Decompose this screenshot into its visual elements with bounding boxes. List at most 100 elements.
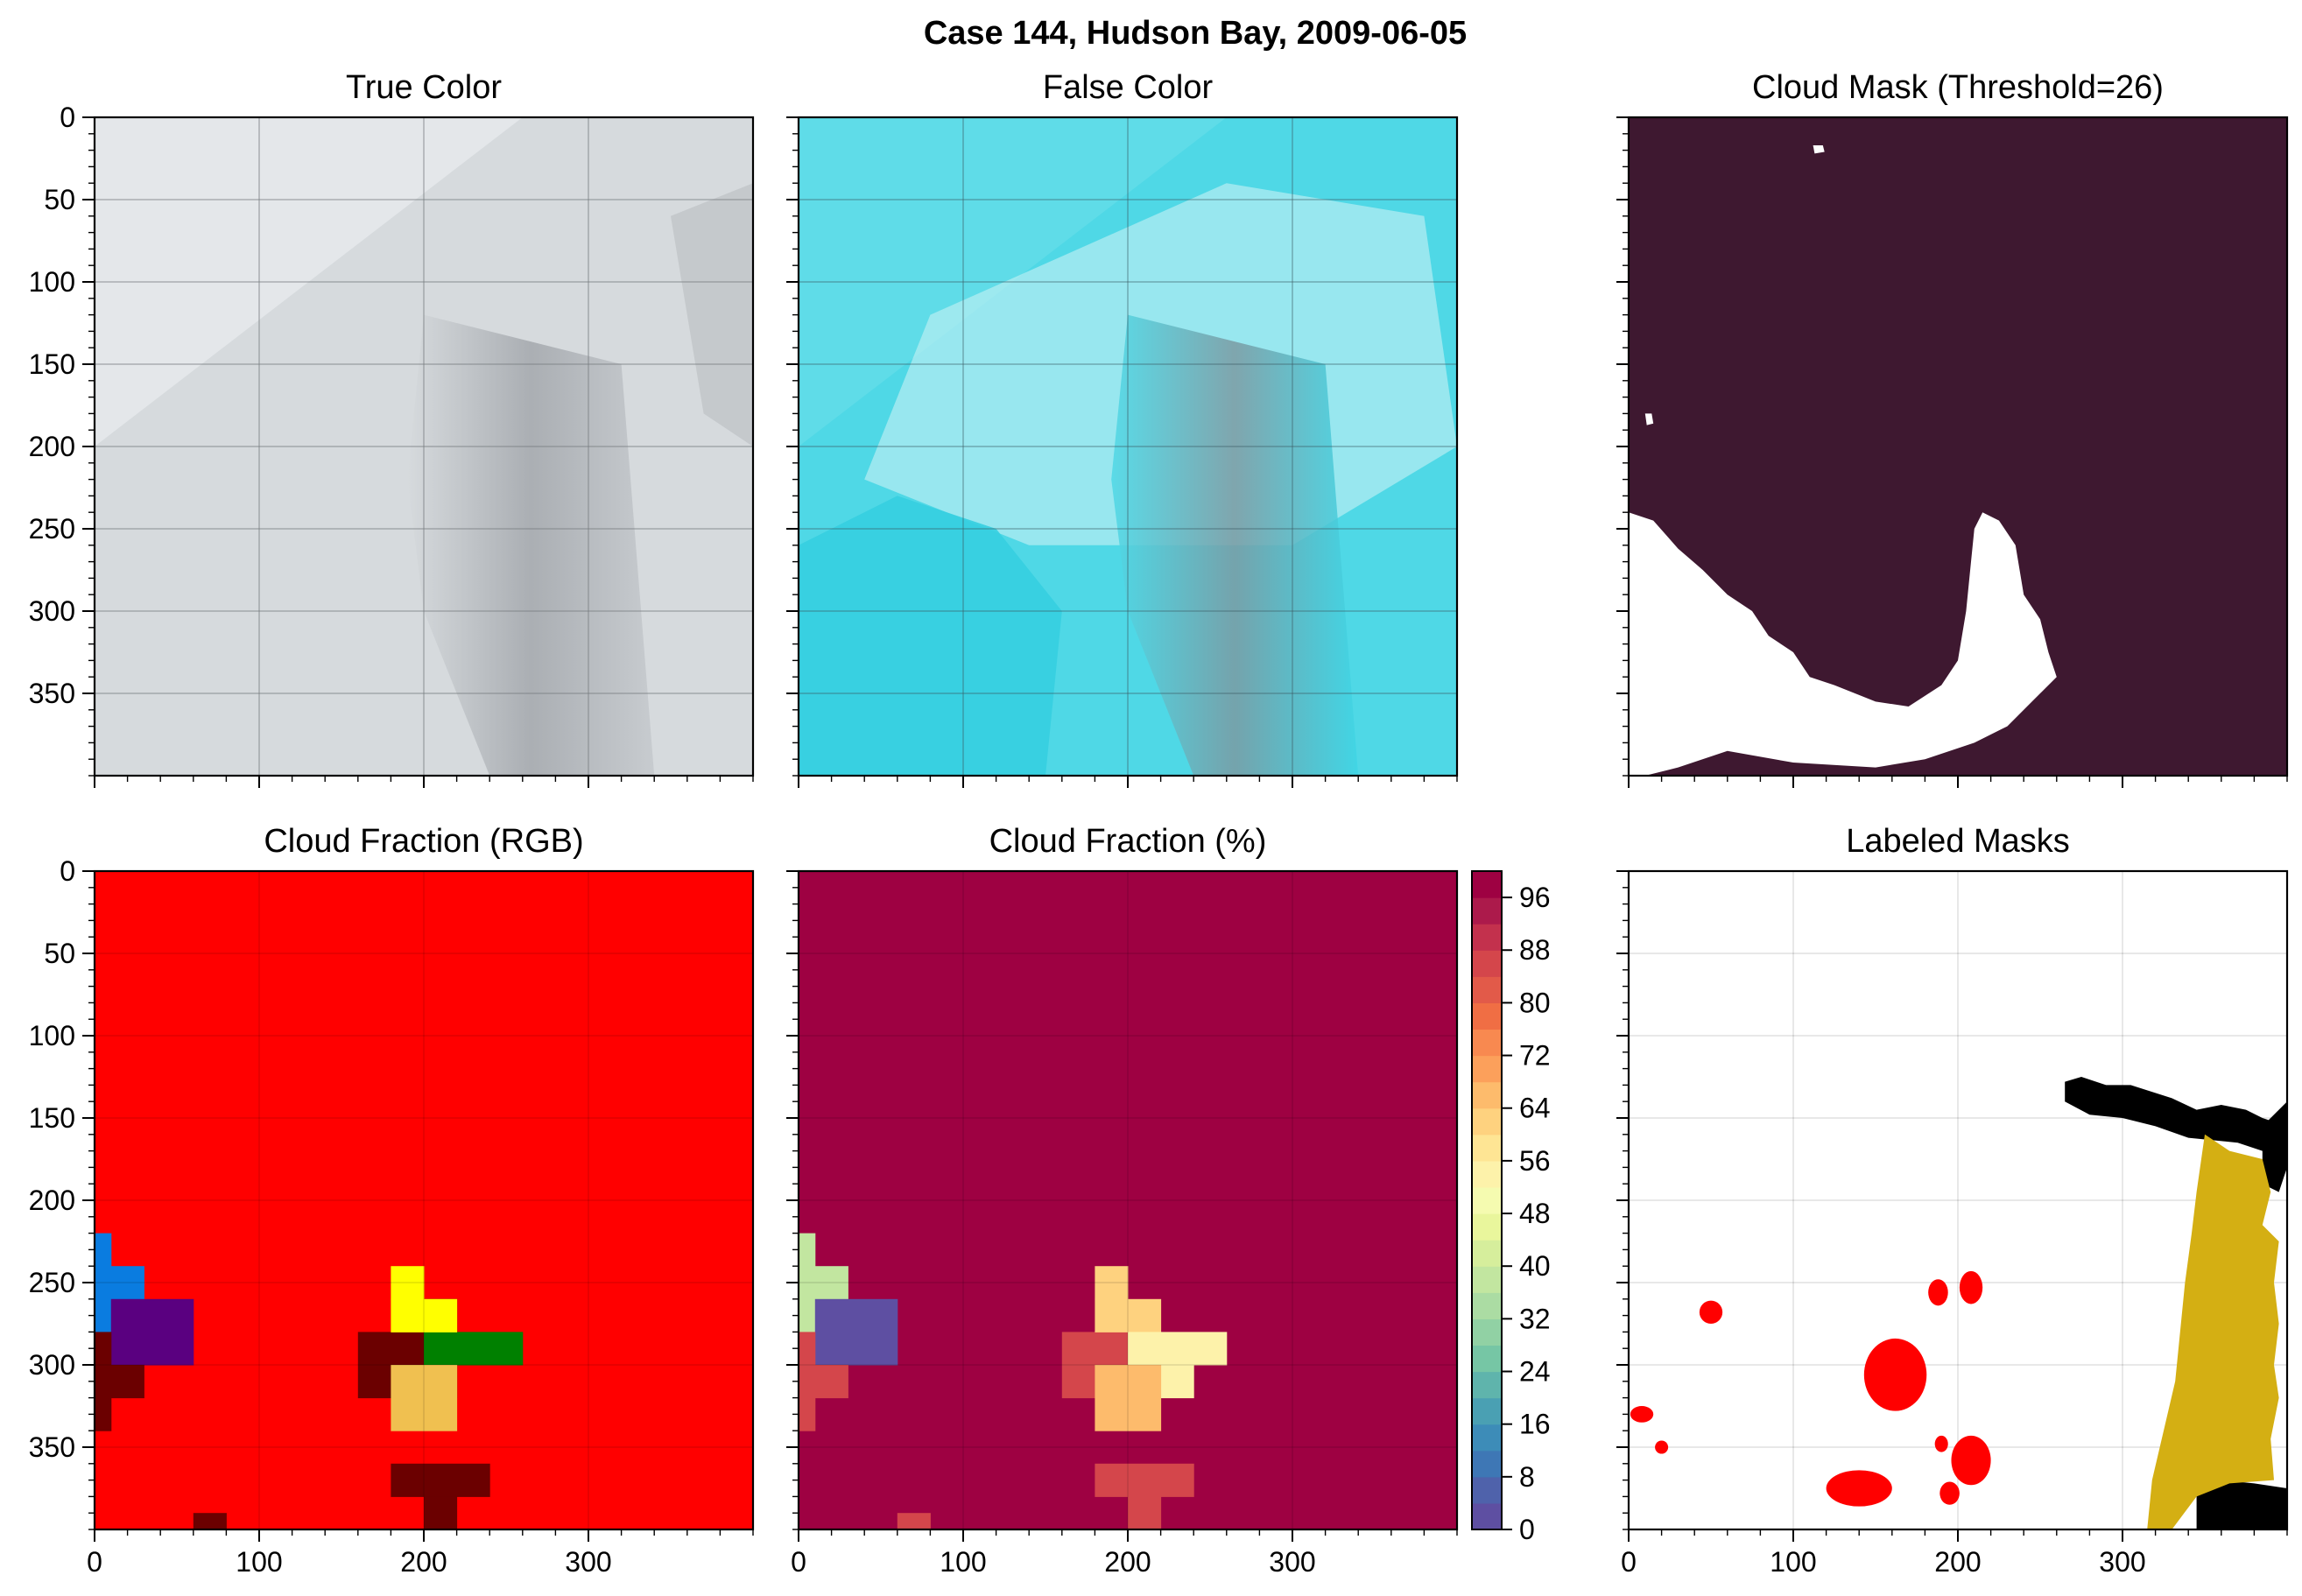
fraction-cell [1095, 1365, 1162, 1431]
dark-cloud-region [407, 314, 655, 776]
colorbar-segment [1472, 1213, 1502, 1241]
x-tick-label: 200 [400, 1546, 447, 1578]
mask-region-small-left [1644, 413, 1654, 425]
panel-true-color: 0 50 100 150 200 250 300 350 [29, 102, 755, 788]
colorbar-tick-label: 0 [1519, 1514, 1535, 1545]
x-tick-label: 300 [565, 1546, 611, 1578]
colorbar-segment [1472, 871, 1502, 898]
panel-title-true-color: True Color [346, 69, 502, 106]
colorbar-segment [1472, 1240, 1502, 1267]
colorbar-tick-label: 40 [1519, 1250, 1551, 1282]
y-tick-label: 350 [29, 678, 75, 709]
label-region-red-d [1863, 1338, 1927, 1411]
fraction-cell [1128, 1496, 1162, 1529]
fraction-cell [110, 1298, 194, 1366]
label-region-red-c [1655, 1440, 1669, 1454]
colorbar-segment [1472, 1318, 1502, 1346]
colorbar-tick-label: 8 [1519, 1461, 1535, 1493]
label-region-gold-right [2147, 1134, 2279, 1529]
panel-title-labeled-masks: Labeled Masks [1846, 823, 2070, 860]
fraction-cell [110, 1365, 144, 1399]
fraction-cell [897, 1513, 931, 1529]
panel-title-cloud-fraction-rgb: Cloud Fraction (RGB) [264, 823, 583, 860]
fraction-cell [1160, 1332, 1228, 1366]
fraction-cell [814, 1298, 898, 1366]
mask-region-small-top [1813, 145, 1825, 154]
fraction-cell [814, 1365, 848, 1399]
colorbar-tick-label: 56 [1519, 1145, 1551, 1177]
colorbar-segment [1472, 1081, 1502, 1109]
figure-title: Case 144, Hudson Bay, 2009-06-05 [924, 15, 1467, 52]
fraction-cell [95, 1233, 112, 1332]
label-region-black-top [2065, 1077, 2287, 1168]
y-tick-label: 150 [29, 1102, 75, 1134]
colorbar-segment [1472, 1186, 1502, 1214]
y-tick-label: 100 [29, 266, 75, 298]
label-region-black-right [2262, 1101, 2287, 1192]
y-tick-label: 250 [29, 1267, 75, 1298]
label-region-red-i [1951, 1435, 1991, 1486]
colorbar-segment [1472, 1134, 1502, 1162]
label-region-red-f [1928, 1279, 1948, 1306]
fraction-cell [1095, 1298, 1129, 1332]
x-tick-label: 100 [940, 1546, 986, 1578]
fraction-cell [391, 1365, 458, 1431]
colorbar-segment [1472, 1160, 1502, 1188]
y-tick-label: 350 [29, 1431, 75, 1463]
label-region-red-h [1939, 1481, 1960, 1505]
colorbar: 0 8 16 24 32 40 48 56 64 72 80 88 96 [1471, 870, 1551, 1545]
panel-cloud-fraction-rgb: 0 50 100 150 200 250 300 350 0 100 200 300 [29, 855, 755, 1578]
x-tick-label: 200 [1104, 1546, 1151, 1578]
y-tick-label: 0 [60, 855, 75, 887]
label-region-red-b [1630, 1406, 1654, 1423]
colorbar-segment [1472, 1371, 1502, 1399]
fraction-cell [1095, 1463, 1194, 1497]
x-tick-label: 0 [87, 1546, 102, 1578]
colorbar-segment [1472, 924, 1502, 951]
x-tick-label: 100 [1770, 1546, 1816, 1578]
dark-cloud-region [1111, 314, 1359, 776]
label-region-red-e [1826, 1470, 1892, 1507]
colorbar-tick-label: 96 [1519, 882, 1551, 913]
y-tick-label: 300 [29, 595, 75, 627]
y-tick-label: 200 [29, 431, 75, 462]
panel-false-color [786, 116, 1459, 788]
colorbar-tick-label: 24 [1519, 1356, 1551, 1388]
fraction-cell [424, 1298, 458, 1332]
y-tick-label: 300 [29, 1349, 75, 1381]
fraction-cell [391, 1298, 425, 1332]
colorbar-tick-label: 80 [1519, 987, 1551, 1018]
colorbar-tick-label: 16 [1519, 1409, 1551, 1440]
fraction-cell [391, 1463, 490, 1497]
fraction-cell [193, 1513, 227, 1529]
fraction-cell [1095, 1266, 1129, 1300]
fraction-cell [799, 1332, 816, 1431]
label-region-red-g [1959, 1270, 1983, 1304]
x-tick-label: 0 [1621, 1546, 1637, 1578]
panel-title-false-color: False Color [1043, 69, 1214, 106]
colorbar-segment [1472, 1476, 1502, 1504]
label-region-red-j [1934, 1435, 1948, 1452]
y-tick-label: 150 [29, 348, 75, 380]
x-tick-label: 200 [1934, 1546, 1981, 1578]
colorbar-segment [1472, 1397, 1502, 1425]
label-region-black-bottom [2196, 1480, 2287, 1529]
x-tick-label: 300 [1269, 1546, 1315, 1578]
fraction-cell [456, 1332, 524, 1366]
panel-title-cloud-mask: Cloud Mask (Threshold=26) [1752, 69, 2164, 106]
x-tick-label: 100 [236, 1546, 282, 1578]
y-tick-label: 200 [29, 1185, 75, 1216]
colorbar-segment [1472, 1002, 1502, 1030]
colorbar-segment [1472, 1292, 1502, 1319]
panel-labeled-masks: 0 100 200 300 [1616, 869, 2289, 1578]
fraction-cell [391, 1266, 425, 1300]
colorbar-tick-label: 48 [1519, 1198, 1551, 1229]
dark-cloud-region-right [671, 183, 753, 446]
fraction-cell [1128, 1298, 1162, 1332]
y-tick-label: 250 [29, 513, 75, 545]
colorbar-tick-label: 72 [1519, 1040, 1551, 1072]
colorbar-segment [1472, 1345, 1502, 1373]
y-tick-label: 50 [44, 184, 75, 215]
panel-cloud-mask [1616, 116, 2289, 788]
